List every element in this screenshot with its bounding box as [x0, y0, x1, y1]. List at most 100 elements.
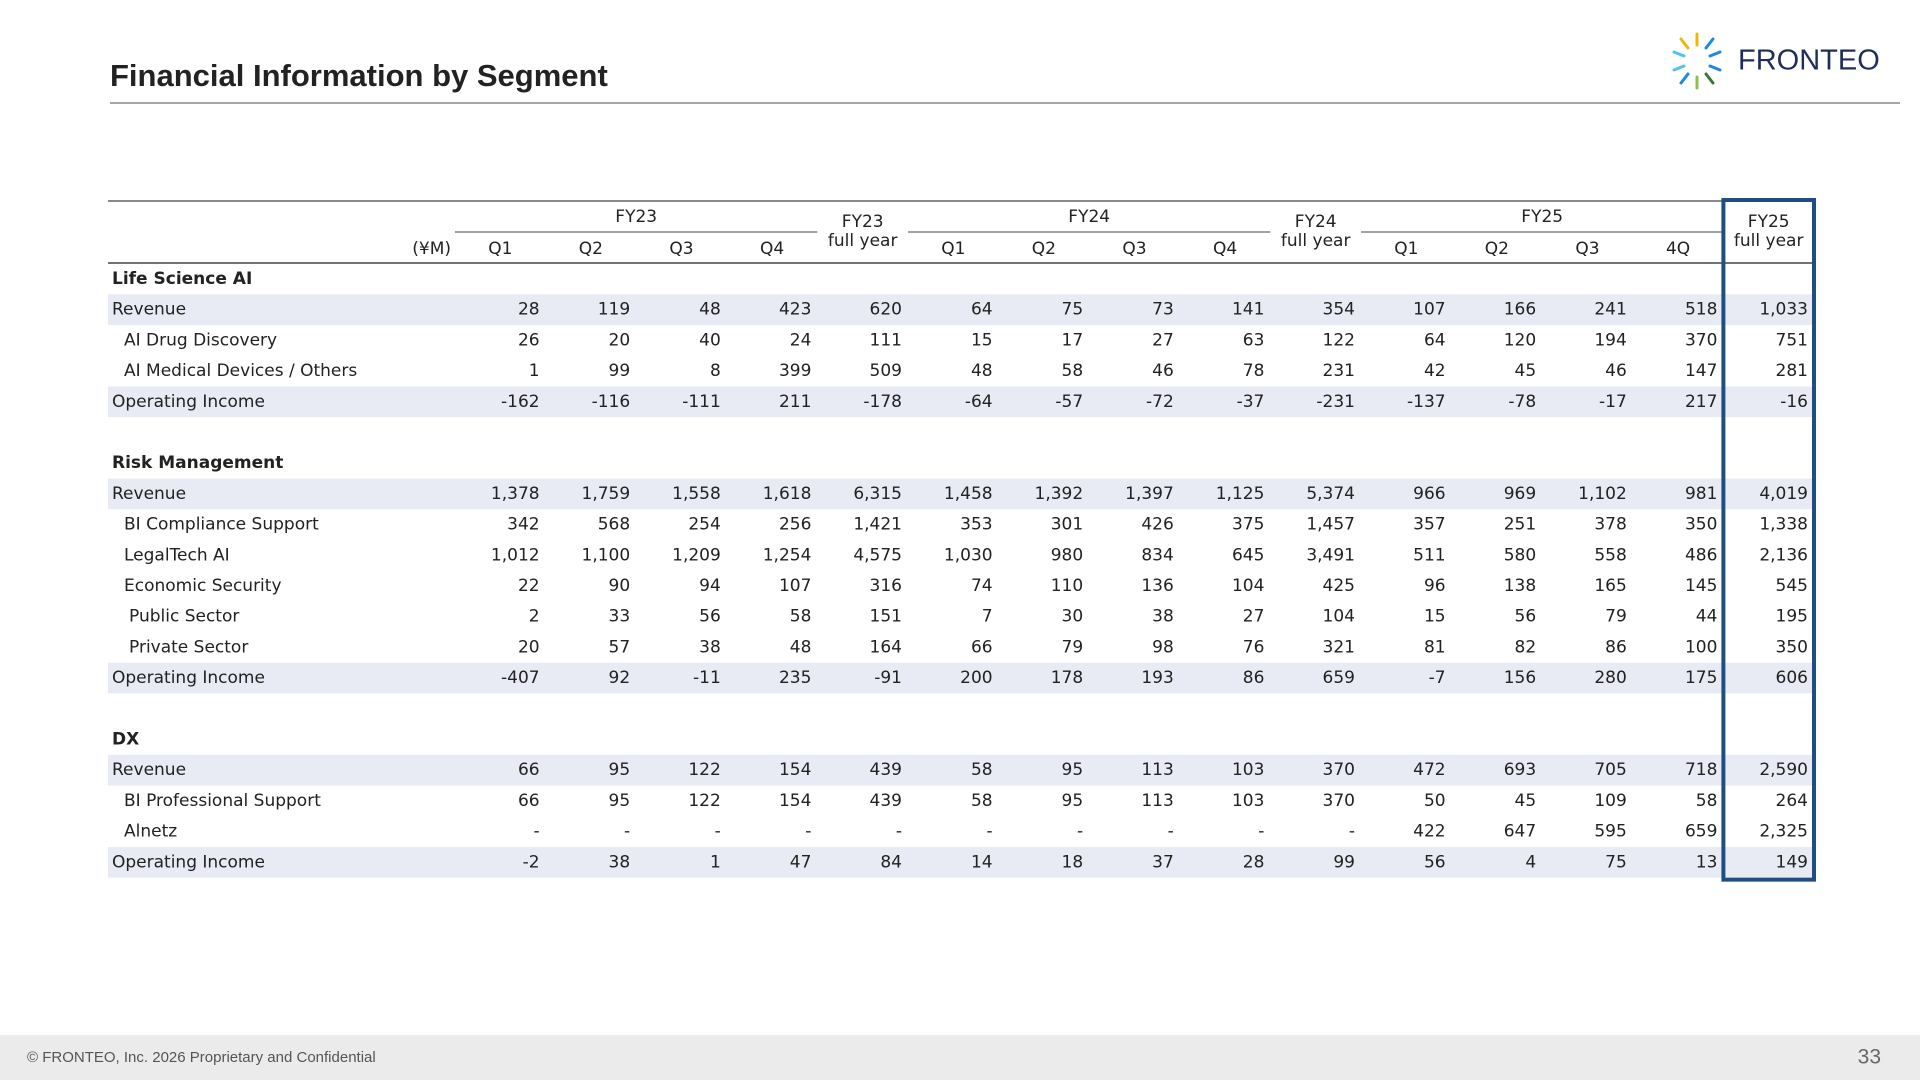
cell-value: -: [1349, 822, 1355, 842]
cell-value: -64: [965, 392, 993, 412]
cell-value: 426: [1141, 515, 1173, 535]
cell-value: 251: [1504, 515, 1536, 535]
cell-value: 94: [699, 576, 721, 596]
cell-value: 45: [1515, 361, 1537, 381]
cell-value: 57: [609, 637, 631, 657]
cell-value: 399: [779, 361, 811, 381]
cell-value: 231: [1323, 361, 1355, 381]
cell-value: 40: [699, 330, 721, 350]
cell-value: 256: [779, 515, 811, 535]
cell-value: 1,421: [853, 515, 902, 535]
cell-value: 7: [982, 607, 993, 627]
quarter-label: Q2: [1485, 239, 1509, 259]
cell-value: 620: [870, 300, 902, 320]
cell-value: 38: [609, 852, 631, 872]
cell-value: 280: [1594, 668, 1626, 688]
cell-value: 15: [971, 330, 993, 350]
cell-value: 74: [971, 576, 993, 596]
row-label: Revenue: [112, 300, 186, 320]
cell-value: 122: [688, 760, 720, 780]
cell-value: 113: [1141, 791, 1173, 811]
cell-value: 63: [1243, 330, 1265, 350]
cell-value: 149: [1776, 852, 1808, 872]
cell-value: 17: [1062, 330, 1084, 350]
cell-value: 1,397: [1125, 484, 1174, 504]
cell-value: -78: [1508, 392, 1536, 412]
full-year-label: full year: [828, 231, 898, 251]
cell-value: 969: [1504, 484, 1536, 504]
row-shade: [108, 754, 1814, 786]
cell-value: 56: [699, 607, 721, 627]
cell-value: 718: [1685, 760, 1717, 780]
cell-value: 354: [1323, 300, 1355, 320]
cell-value: 38: [699, 637, 721, 657]
cell-value: 110: [1051, 576, 1083, 596]
cell-value: 81: [1424, 637, 1446, 657]
cell-value: 195: [1776, 607, 1808, 627]
cell-value: 145: [1685, 576, 1717, 596]
cell-value: 370: [1323, 791, 1355, 811]
cell-value: 78: [1243, 361, 1265, 381]
cell-value: 50: [1424, 791, 1446, 811]
cell-value: 99: [1333, 852, 1355, 872]
cell-value: 58: [971, 791, 993, 811]
cell-value: 834: [1141, 545, 1173, 565]
cell-value: 73: [1152, 300, 1174, 320]
cell-value: 48: [790, 637, 812, 657]
cell-value: 1,378: [491, 484, 540, 504]
copyright: © FRONTEO, Inc. 2026 Proprietary and Con…: [27, 1049, 376, 1066]
cell-value: 154: [779, 791, 811, 811]
cell-value: 5,374: [1306, 484, 1355, 504]
cell-value: 46: [1152, 361, 1174, 381]
cell-value: 22: [518, 576, 540, 596]
cell-value: -37: [1237, 392, 1265, 412]
cell-value: 1,338: [1759, 515, 1808, 535]
cell-value: 64: [971, 300, 993, 320]
cell-value: -111: [682, 392, 721, 412]
cell-value: 966: [1413, 484, 1445, 504]
cell-value: 1,012: [491, 545, 540, 565]
row-label: Operating Income: [112, 852, 265, 872]
cell-value: 48: [971, 361, 993, 381]
cell-value: -72: [1146, 392, 1174, 412]
cell-value: 2: [529, 607, 540, 627]
cell-value: 350: [1776, 637, 1808, 657]
cell-value: 120: [1504, 330, 1536, 350]
cell-value: -: [805, 822, 811, 842]
cell-value: -: [986, 822, 992, 842]
cell-value: 357: [1413, 515, 1445, 535]
cell-value: 26: [518, 330, 540, 350]
cell-value: 84: [880, 852, 902, 872]
cell-value: 56: [1515, 607, 1537, 627]
row-label: Revenue: [112, 760, 186, 780]
cell-value: 96: [1424, 576, 1446, 596]
cell-value: 1,030: [944, 545, 993, 565]
cell-value: 281: [1776, 361, 1808, 381]
cell-value: 95: [1062, 760, 1084, 780]
footer-band: [0, 1035, 1920, 1080]
cell-value: 425: [1323, 576, 1355, 596]
cell-value: 27: [1243, 607, 1265, 627]
cell-value: 375: [1232, 515, 1264, 535]
cell-value: -: [1168, 822, 1174, 842]
cell-value: 37: [1152, 852, 1174, 872]
cell-value: 66: [971, 637, 993, 657]
cell-value: 95: [1062, 791, 1084, 811]
cell-value: 15: [1424, 607, 1446, 627]
row-label: Economic Security: [124, 576, 282, 596]
cell-value: 241: [1594, 300, 1626, 320]
cell-value: 47: [790, 852, 812, 872]
cell-value: 107: [1413, 300, 1445, 320]
cell-value: 82: [1515, 637, 1537, 657]
cell-value: 2,136: [1759, 545, 1808, 565]
quarter-label: 4Q: [1666, 239, 1690, 259]
cell-value: -178: [863, 392, 902, 412]
row-shade: [108, 846, 1814, 878]
highlight-box: [1721, 198, 1817, 882]
cell-value: 79: [1062, 637, 1084, 657]
quarter-label: Q3: [1575, 239, 1599, 259]
cell-value: 14: [971, 852, 993, 872]
cell-value: 20: [609, 330, 631, 350]
quarter-label: Q4: [760, 239, 784, 259]
